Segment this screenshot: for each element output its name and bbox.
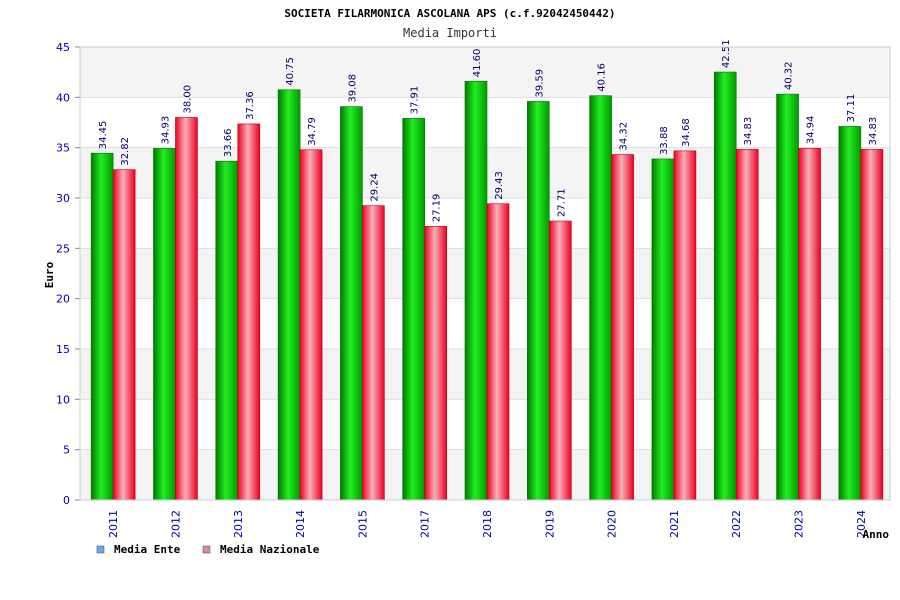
bar-value-label: 39.59 <box>534 69 545 98</box>
legend-swatch-nazionale <box>202 545 211 554</box>
y-tick-label: 25 <box>56 242 70 255</box>
bar-media-ente <box>90 152 114 501</box>
bar-value-label: 32.82 <box>120 137 131 166</box>
bar-value-label: 29.43 <box>494 171 505 200</box>
y-tick-labels: 0 5 10 15 20 25 30 35 40 45 <box>56 41 70 507</box>
bar-value-label: 39.08 <box>347 74 358 103</box>
bar-value-label: 34.68 <box>681 118 692 147</box>
bar-value-label: 40.16 <box>597 63 608 92</box>
y-tick-label: 35 <box>56 142 70 155</box>
y-tick-label: 20 <box>56 293 70 306</box>
legend-label-ente: Media Ente <box>114 543 181 556</box>
bar-media-nazionale <box>237 123 261 501</box>
x-tick-label: 2015 <box>356 510 369 538</box>
bar-value-label: 34.94 <box>806 116 817 145</box>
bar-media-ente <box>340 106 363 501</box>
bar-media-ente <box>215 160 239 501</box>
x-tick-label: 2014 <box>294 510 307 538</box>
y-tick-label: 0 <box>63 494 70 507</box>
bar-media-ente <box>713 71 737 501</box>
bar-media-nazionale <box>299 149 323 501</box>
bar-media-nazionale <box>175 117 198 501</box>
plot-frame <box>79 46 891 501</box>
y-tick-label: 40 <box>56 91 70 104</box>
bar-media-ente <box>589 95 612 501</box>
bar-media-nazionale <box>735 149 759 501</box>
legend-label-nazionale: Media Nazionale <box>220 543 320 556</box>
bar-value-label: 34.45 <box>98 121 109 150</box>
bar-media-nazionale <box>112 169 136 501</box>
legend: Media Ente Media Nazionale <box>96 543 320 556</box>
bar-value-label: 34.83 <box>743 117 754 146</box>
bar-media-nazionale <box>486 203 510 501</box>
bar-media-nazionale <box>549 220 572 501</box>
y-tick-label: 10 <box>56 393 70 406</box>
bar-value-label: 33.66 <box>223 129 234 158</box>
bar-value-label: 29.24 <box>369 173 380 202</box>
bar-value-label: 34.93 <box>160 116 171 145</box>
bar-value-label: 37.11 <box>846 94 857 123</box>
x-tick-label: 2018 <box>481 510 494 538</box>
x-tick-labels: 2011 2012 2013 2014 2015 2017 2018 2019 2020 2021… <box>107 510 868 538</box>
bar-media-nazionale <box>860 149 884 501</box>
bar-media-ente <box>402 118 425 501</box>
bar-value-label: 37.91 <box>410 86 421 115</box>
y-tick-label: 30 <box>56 192 70 205</box>
bar-value-label: 40.32 <box>784 61 795 90</box>
bar-value-label: 27.19 <box>432 194 443 223</box>
x-axis-label: Anno <box>863 528 890 541</box>
bar-media-nazionale <box>611 154 634 501</box>
x-tick-label: 2013 <box>232 510 245 538</box>
bar-value-label: 41.60 <box>472 49 483 78</box>
bar-value-labels: 34.45 32.82 34.93 38.00 33.66 37.36 40.75 34.79… <box>98 39 879 222</box>
y-axis-label: Euro <box>43 261 56 288</box>
x-tick-label: 2017 <box>419 510 432 538</box>
x-tick-label: 2024 <box>855 510 868 538</box>
axes <box>75 46 891 501</box>
bar-media-ente <box>464 80 488 501</box>
bar-media-ente <box>838 126 862 501</box>
bar-value-label: 34.32 <box>619 122 630 151</box>
bar-media-nazionale <box>362 205 385 501</box>
bar-media-ente <box>651 158 675 501</box>
y-tick-label: 5 <box>63 444 70 457</box>
bars <box>90 71 884 501</box>
bar-value-label: 42.51 <box>721 39 732 68</box>
bar-media-ente <box>776 93 799 501</box>
bar-media-nazionale <box>798 147 821 501</box>
x-tick-label: 2019 <box>543 510 556 538</box>
y-tick-label: 45 <box>56 41 70 54</box>
x-tick-label: 2020 <box>606 510 619 538</box>
bar-value-label: 27.71 <box>556 188 567 217</box>
bar-value-label: 34.83 <box>868 117 879 146</box>
bar-value-label: 40.75 <box>285 57 296 86</box>
bar-media-nazionale <box>673 150 697 501</box>
bar-value-label: 37.36 <box>245 91 256 120</box>
chart-subtitle: Media Importi <box>403 26 497 40</box>
y-tick-label: 15 <box>56 343 70 356</box>
bar-media-ente <box>277 89 301 501</box>
bar-media-ente <box>527 101 550 501</box>
bar-value-label: 34.79 <box>307 117 318 146</box>
x-tick-label: 2022 <box>730 510 743 538</box>
x-tick-label: 2012 <box>169 510 182 538</box>
chart-title: SOCIETA FILARMONICA ASCOLANA APS (c.f.92… <box>284 7 615 20</box>
x-tick-label: 2021 <box>668 510 681 538</box>
x-tick-label: 2023 <box>793 510 806 538</box>
bar-media-ente <box>153 148 176 501</box>
bar-value-label: 38.00 <box>182 85 193 114</box>
bar-value-label: 33.88 <box>659 126 670 155</box>
bar-media-nazionale <box>424 225 447 501</box>
legend-swatch-ente <box>96 545 105 554</box>
x-tick-label: 2011 <box>107 510 120 538</box>
